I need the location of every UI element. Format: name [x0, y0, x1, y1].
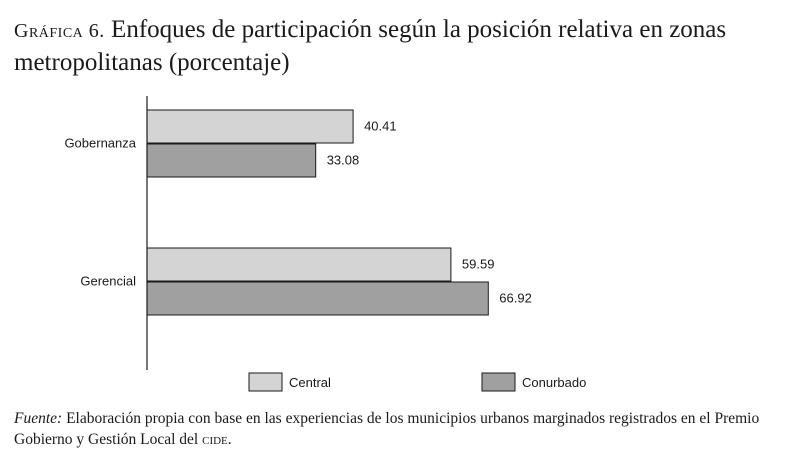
source-text: Elaboración propia con base en las exper…: [14, 410, 760, 448]
legend-label-central: Central: [289, 375, 331, 390]
bar-central: [146, 109, 354, 144]
category-label: Gerencial: [80, 274, 136, 289]
bar-central: [146, 247, 452, 282]
value-label: 66.92: [499, 291, 532, 306]
legend-swatch-conurbado: [481, 372, 516, 392]
chart-title: Gráfica 6. Enfoques de participación seg…: [14, 14, 784, 78]
source-note: Fuente: Elaboración propia con base en l…: [14, 408, 794, 450]
bar-conurbado: [146, 281, 489, 316]
value-label: 59.59: [462, 257, 495, 272]
chart-title-lead: Gráfica 6.: [14, 20, 105, 42]
legend-label-conurbado: Conurbado: [522, 375, 586, 390]
source-end: .: [227, 431, 232, 448]
bars-layer: Gobernanza 40.41 33.08 Gerencial 59.59 66.92: [64, 109, 532, 316]
legend-swatch-central: [248, 372, 283, 392]
category-label: Gobernanza: [64, 136, 136, 151]
value-label: 40.41: [364, 119, 397, 134]
source-label: Fuente:: [14, 410, 63, 427]
bar-chart: Gobernanza40.4133.08Gerencial59.5966.92 …: [64, 96, 586, 392]
chart-title-text: Enfoques de participación según la posic…: [14, 16, 727, 76]
value-label: 33.08: [327, 153, 360, 168]
legend: Central Conurbado: [248, 372, 586, 392]
bar-conurbado: [146, 143, 317, 178]
source-org: cide: [202, 431, 228, 448]
